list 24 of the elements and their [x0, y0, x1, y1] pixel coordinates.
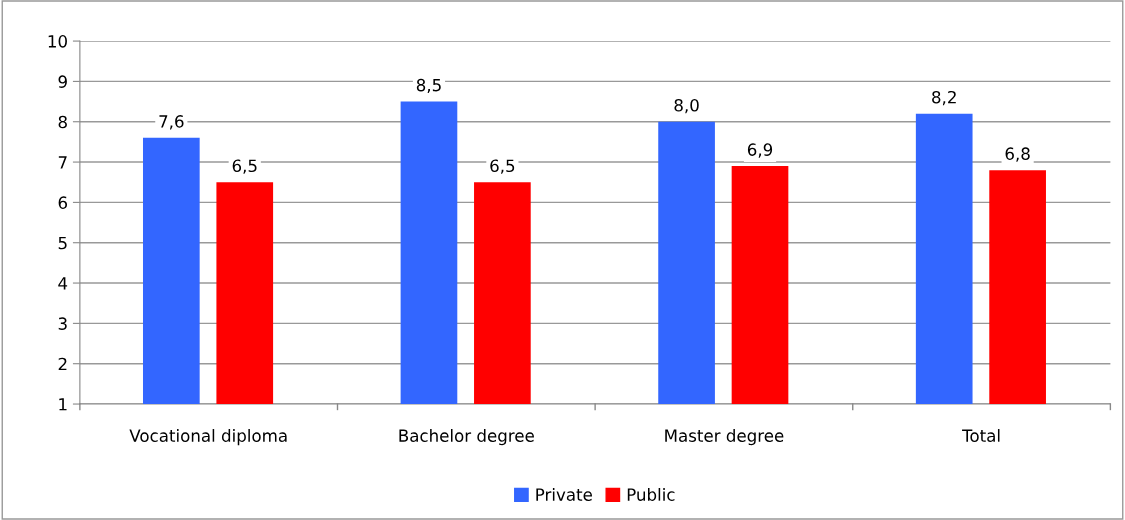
x-tick-label: Total: [962, 429, 1000, 442]
data-label: 8,0: [674, 98, 699, 114]
x-tick-label: Vocational diploma: [129, 429, 287, 446]
y-tick-label: 9: [58, 75, 67, 88]
data-label: 6,9: [747, 143, 773, 158]
y-tick-label: 3: [58, 317, 67, 330]
y-tick-label: 1: [59, 398, 67, 411]
data-label: 8,5: [416, 78, 441, 94]
y-tick-label: 8: [58, 115, 67, 129]
legend-label: Public: [627, 488, 675, 501]
y-tick-label: 2: [58, 357, 67, 371]
data-label: 8,2: [932, 90, 956, 106]
y-tick-label: 7: [58, 156, 67, 169]
y-tick-label: 10: [48, 35, 67, 48]
data-label: 7,6: [159, 115, 184, 130]
y-tick-label: 5: [58, 236, 67, 250]
legend-label: Private: [536, 488, 592, 501]
y-tick-label: 4: [58, 277, 68, 290]
y-tick-label: 6: [58, 196, 68, 209]
data-label: 6,5: [232, 159, 257, 174]
data-label: 6,5: [490, 159, 515, 174]
x-tick-label: Master degree: [665, 429, 784, 446]
data-label: 6,8: [1005, 147, 1030, 162]
x-tick-label: Bachelor degree: [399, 429, 534, 446]
